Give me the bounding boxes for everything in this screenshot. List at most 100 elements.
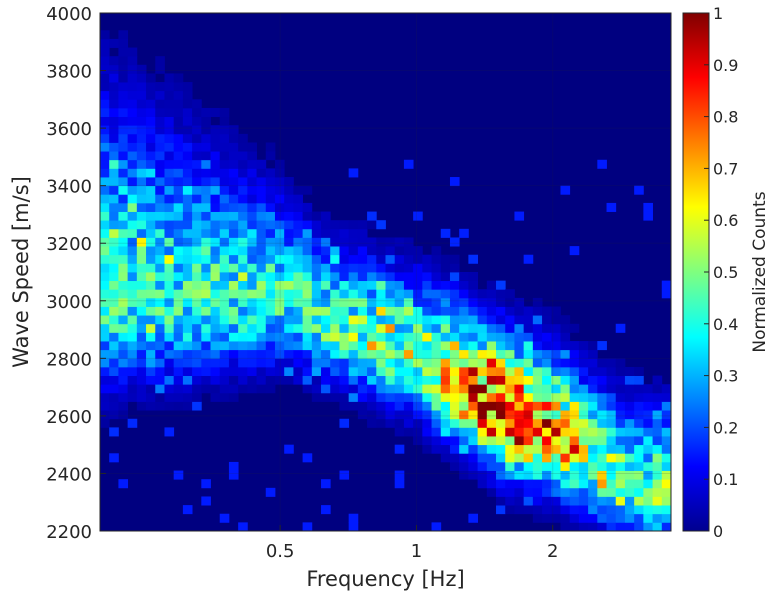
heatmap-cell bbox=[256, 384, 267, 394]
heatmap-cell bbox=[228, 237, 239, 247]
heatmap-cell bbox=[514, 306, 525, 316]
heatmap-cell bbox=[606, 410, 617, 420]
heatmap-cell bbox=[634, 185, 644, 195]
heatmap-cell bbox=[155, 332, 165, 342]
heatmap-cell bbox=[459, 427, 469, 437]
heatmap-cell bbox=[210, 332, 221, 342]
heatmap-cell bbox=[136, 263, 147, 273]
heatmap-cell bbox=[127, 246, 138, 256]
heatmap-cell bbox=[109, 401, 119, 411]
heatmap-cell bbox=[496, 289, 506, 299]
heatmap-cell bbox=[367, 220, 377, 230]
heatmap-cell bbox=[127, 82, 138, 92]
heatmap-cell bbox=[192, 228, 202, 238]
heatmap-cell bbox=[219, 297, 230, 307]
heatmap-cell bbox=[238, 375, 248, 385]
heatmap-cell bbox=[155, 228, 165, 238]
heatmap-cell bbox=[228, 289, 239, 299]
heatmap-cell bbox=[477, 453, 488, 463]
heatmap-cell bbox=[182, 99, 193, 109]
heatmap-cell bbox=[551, 401, 561, 411]
heatmap-cell bbox=[201, 366, 211, 376]
heatmap-cell bbox=[376, 220, 386, 230]
heatmap-cell bbox=[330, 289, 340, 299]
heatmap-cell bbox=[173, 211, 184, 221]
heatmap-cell bbox=[532, 496, 543, 506]
heatmap-cell bbox=[247, 297, 257, 307]
heatmap-cell bbox=[192, 254, 202, 264]
heatmap-cell bbox=[376, 237, 386, 247]
heatmap-cell bbox=[560, 461, 571, 471]
heatmap-cell bbox=[532, 461, 543, 471]
heatmap-cell bbox=[164, 366, 175, 376]
heatmap-cell bbox=[173, 202, 184, 212]
heatmap-cell bbox=[219, 392, 230, 402]
heatmap-cell bbox=[523, 332, 534, 342]
heatmap-cell bbox=[136, 332, 147, 342]
heatmap-cell bbox=[477, 297, 488, 307]
heatmap-cell bbox=[330, 263, 340, 273]
heatmap-cell bbox=[256, 280, 267, 290]
heatmap-cell bbox=[109, 254, 119, 264]
heatmap-cell bbox=[238, 349, 248, 359]
heatmap-cell bbox=[486, 418, 497, 428]
heatmap-cell bbox=[100, 246, 110, 256]
heatmap-cell bbox=[578, 341, 589, 351]
heatmap-cell bbox=[615, 384, 626, 394]
heatmap-cell bbox=[321, 263, 331, 273]
heatmap-cell bbox=[422, 418, 432, 428]
heatmap-cell bbox=[569, 349, 580, 359]
heatmap-cell bbox=[514, 297, 525, 307]
heatmap-cell bbox=[367, 254, 377, 264]
heatmap-cell bbox=[118, 211, 129, 221]
heatmap-cell bbox=[357, 254, 368, 264]
heatmap-cell bbox=[505, 461, 515, 471]
heatmap-cell bbox=[182, 289, 193, 299]
heatmap-cell bbox=[514, 418, 525, 428]
heatmap-cell bbox=[385, 341, 396, 351]
heatmap-cell bbox=[136, 168, 147, 178]
heatmap-cell bbox=[542, 384, 552, 394]
heatmap-cell bbox=[210, 349, 221, 359]
heatmap-cell bbox=[302, 349, 313, 359]
heatmap-cell bbox=[127, 280, 138, 290]
heatmap-cell bbox=[136, 82, 147, 92]
heatmap-cell bbox=[109, 453, 119, 463]
heatmap-cell bbox=[219, 159, 230, 169]
heatmap-cell bbox=[311, 332, 322, 342]
heatmap-cell bbox=[293, 202, 304, 212]
heatmap-cell bbox=[118, 410, 129, 420]
heatmap-cell bbox=[468, 358, 478, 368]
heatmap-cell bbox=[624, 461, 635, 471]
heatmap-cell bbox=[661, 470, 672, 480]
heatmap-cell bbox=[127, 228, 138, 238]
heatmap-cell bbox=[615, 375, 626, 385]
heatmap-cell bbox=[367, 358, 377, 368]
heatmap-cell bbox=[569, 410, 580, 420]
heatmap-cell bbox=[505, 332, 515, 342]
heatmap-cell bbox=[311, 254, 322, 264]
heatmap-cell bbox=[468, 461, 478, 471]
heatmap-cell bbox=[588, 384, 598, 394]
heatmap-cell bbox=[551, 358, 561, 368]
heatmap-cell bbox=[339, 341, 350, 351]
heatmap-cell bbox=[321, 272, 331, 282]
heatmap-cell bbox=[440, 272, 451, 282]
heatmap-cell bbox=[164, 254, 175, 264]
heatmap-cell bbox=[440, 436, 451, 446]
heatmap-cell bbox=[192, 401, 202, 411]
heatmap-cell bbox=[284, 341, 294, 351]
heatmap-cell bbox=[532, 444, 543, 454]
heatmap-cell bbox=[311, 306, 322, 316]
heatmap-cell bbox=[100, 73, 110, 83]
heatmap-cell bbox=[532, 341, 543, 351]
heatmap-cell bbox=[523, 461, 534, 471]
heatmap-cell bbox=[118, 246, 129, 256]
heatmap-cell bbox=[449, 375, 460, 385]
heatmap-cell bbox=[146, 211, 156, 221]
heatmap-cell bbox=[542, 341, 552, 351]
heatmap-cell bbox=[643, 436, 653, 446]
heatmap-cell bbox=[182, 133, 193, 143]
heatmap-cell bbox=[118, 272, 129, 282]
